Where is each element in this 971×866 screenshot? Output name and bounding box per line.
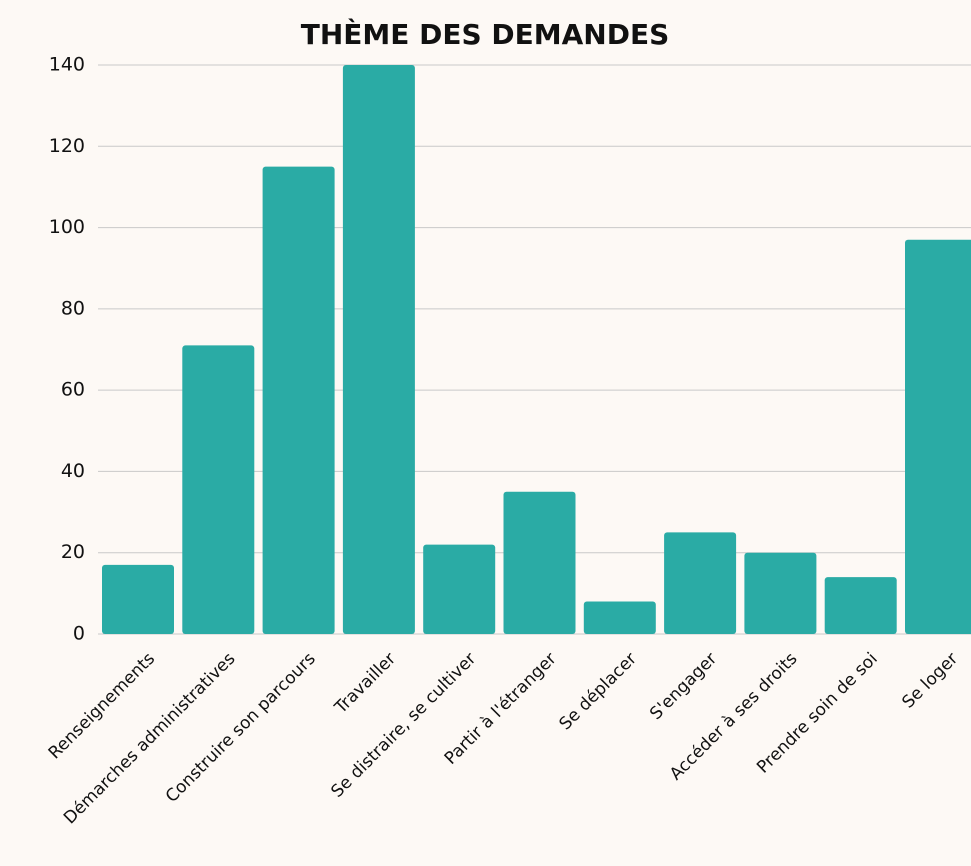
- chart-title: THÈME DES DEMANDES: [301, 17, 670, 51]
- bar: [182, 345, 255, 634]
- bar: [102, 564, 174, 634]
- y-tick-label: 20: [61, 541, 85, 563]
- bar: [664, 532, 737, 634]
- bar: [342, 65, 415, 634]
- bar: [423, 544, 496, 634]
- bar: [583, 601, 656, 634]
- y-tick-label: 40: [61, 460, 85, 482]
- bar: [905, 239, 971, 634]
- y-tick-label: 120: [49, 135, 85, 157]
- bar: [262, 166, 335, 634]
- bar: [824, 577, 897, 634]
- y-tick-label: 60: [61, 379, 85, 401]
- bar: [503, 491, 576, 634]
- y-tick-label: 0: [73, 623, 85, 645]
- y-tick-label: 140: [49, 54, 85, 76]
- y-tick-label: 100: [49, 216, 85, 238]
- bar: [744, 552, 817, 634]
- y-tick-label: 80: [61, 297, 85, 319]
